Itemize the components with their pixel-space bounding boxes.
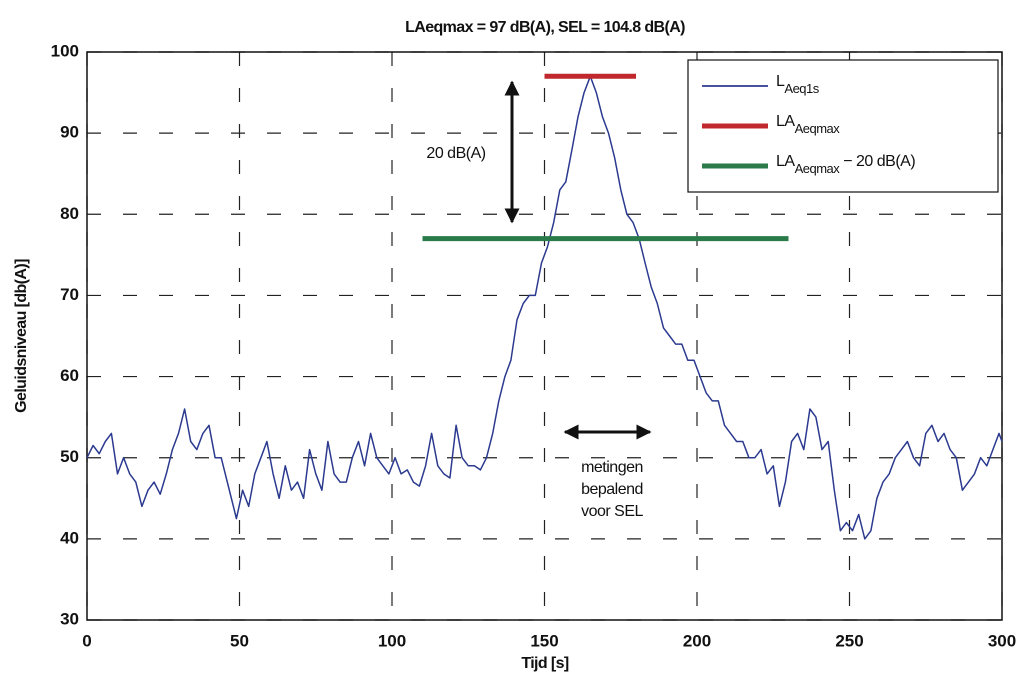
y-tick-label: 80 xyxy=(60,204,79,223)
legend-label-part: L xyxy=(776,73,785,90)
annotation: voor SEL xyxy=(581,503,643,520)
annotation: metingen xyxy=(581,459,643,476)
x-tick-label: 0 xyxy=(82,631,91,650)
legend-label-part: LA xyxy=(776,153,795,170)
y-tick-label: 100 xyxy=(51,41,79,60)
legend-label-part: Aeqmax xyxy=(795,161,841,176)
x-tick-label: 300 xyxy=(988,631,1016,650)
y-tick-label: 90 xyxy=(60,123,79,142)
legend-label: LAAeqmax xyxy=(776,113,840,136)
legend-label-part: Aeqmax xyxy=(795,121,841,136)
annotation: 20 dB(A) xyxy=(426,145,485,162)
y-axis-label: Geluidsniveau [db(A)] xyxy=(13,259,30,413)
legend-label-part: Aeq1s xyxy=(784,81,819,96)
x-tick-label: 100 xyxy=(378,631,406,650)
chart-title: LAeqmax = 97 dB(A), SEL = 104.8 dB(A) xyxy=(405,19,685,36)
x-tick-label: 150 xyxy=(530,631,558,650)
series-line xyxy=(86,75,1003,540)
legend-label: LAeq1s xyxy=(776,73,820,96)
y-tick-label: 50 xyxy=(60,447,79,466)
x-axis-label: Tijd [s] xyxy=(521,655,569,672)
y-tick-label: 60 xyxy=(60,366,79,385)
y-tick-label: 70 xyxy=(60,285,79,304)
plot-frame xyxy=(86,51,1003,621)
x-tick-label: 50 xyxy=(230,631,249,650)
legend-label: LAAeqmax − 20 dB(A) xyxy=(776,153,915,176)
y-tick-label: 40 xyxy=(60,528,79,547)
x-tick-label: 200 xyxy=(683,631,711,650)
legend-label-part: − 20 dB(A) xyxy=(839,153,915,170)
legend-label-part: LA xyxy=(776,113,795,130)
annotation: bepalend xyxy=(581,481,643,498)
y-tick-label: 30 xyxy=(60,609,79,628)
x-tick-label: 250 xyxy=(835,631,863,650)
